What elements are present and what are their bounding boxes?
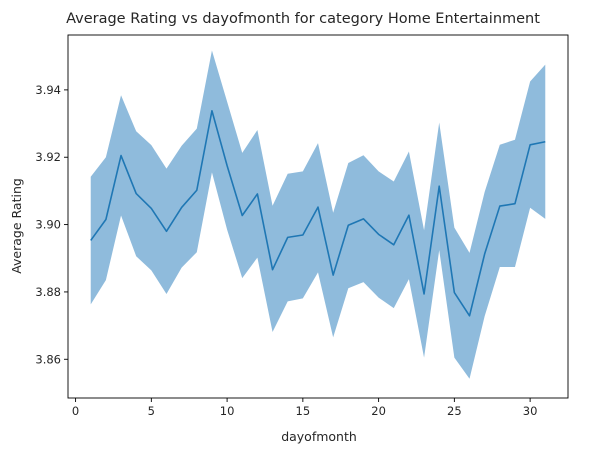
series-line-layer (90, 109, 546, 317)
x-tick-label: 25 (447, 404, 462, 418)
y-tick-label: 3.94 (35, 83, 61, 97)
x-tick-label: 20 (371, 404, 386, 418)
x-tick-label: 0 (72, 404, 79, 418)
confidence-band (90, 50, 546, 379)
axes: 0 5 10 15 20 25 30 3.86 3.88 3.90 3.92 3.94 (35, 34, 569, 418)
x-tick-label: 30 (523, 404, 538, 418)
chart-title: Average Rating vs dayofmonth for categor… (66, 11, 540, 27)
x-tick-label: 10 (220, 404, 235, 418)
y-axis-label: Average Rating (9, 178, 24, 274)
x-tick-label: 5 (148, 404, 155, 418)
y-tick-label: 3.92 (35, 150, 61, 164)
x-tick-label: 15 (296, 404, 311, 418)
confidence-band-layer (90, 50, 546, 379)
y-tick-label: 3.90 (35, 218, 61, 232)
y-tick-label: 3.86 (35, 352, 61, 366)
y-tick-label: 3.88 (35, 285, 61, 299)
x-axis-label: dayofmonth (281, 429, 357, 444)
plot-frame (67, 34, 569, 399)
